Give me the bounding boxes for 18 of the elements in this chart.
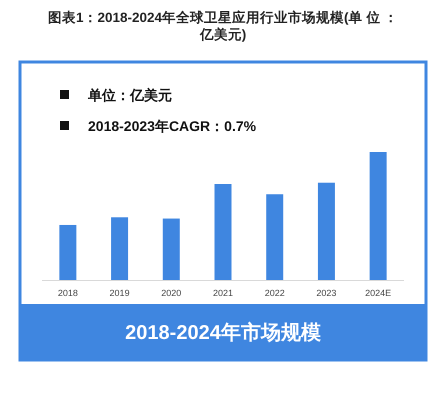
text: 2018-2023年CAGR：0.7% xyxy=(88,118,257,134)
bar xyxy=(111,217,128,280)
bar xyxy=(266,194,284,280)
bar xyxy=(214,184,232,280)
bar xyxy=(318,182,335,280)
x-tick-label: 2020 xyxy=(161,288,182,298)
bar xyxy=(59,224,76,280)
x-tick-label: 2021 xyxy=(212,288,234,298)
chart-title: 图表1：2018-2024年全球卫星应用行业市场规模(单 位 ：亿美元) xyxy=(48,9,398,42)
text: 单位：亿美元 xyxy=(87,87,172,103)
bar xyxy=(162,218,180,280)
x-tick-label: 2023 xyxy=(316,288,336,298)
x-tick-label: 2019 xyxy=(110,288,130,298)
text: 2018-2024年市场规模 xyxy=(125,321,321,344)
bar xyxy=(370,152,387,280)
x-tick-label: 2018 xyxy=(58,288,78,298)
x-tick-label: 2022 xyxy=(264,288,285,298)
x-tick-label: 2024E xyxy=(365,288,392,298)
